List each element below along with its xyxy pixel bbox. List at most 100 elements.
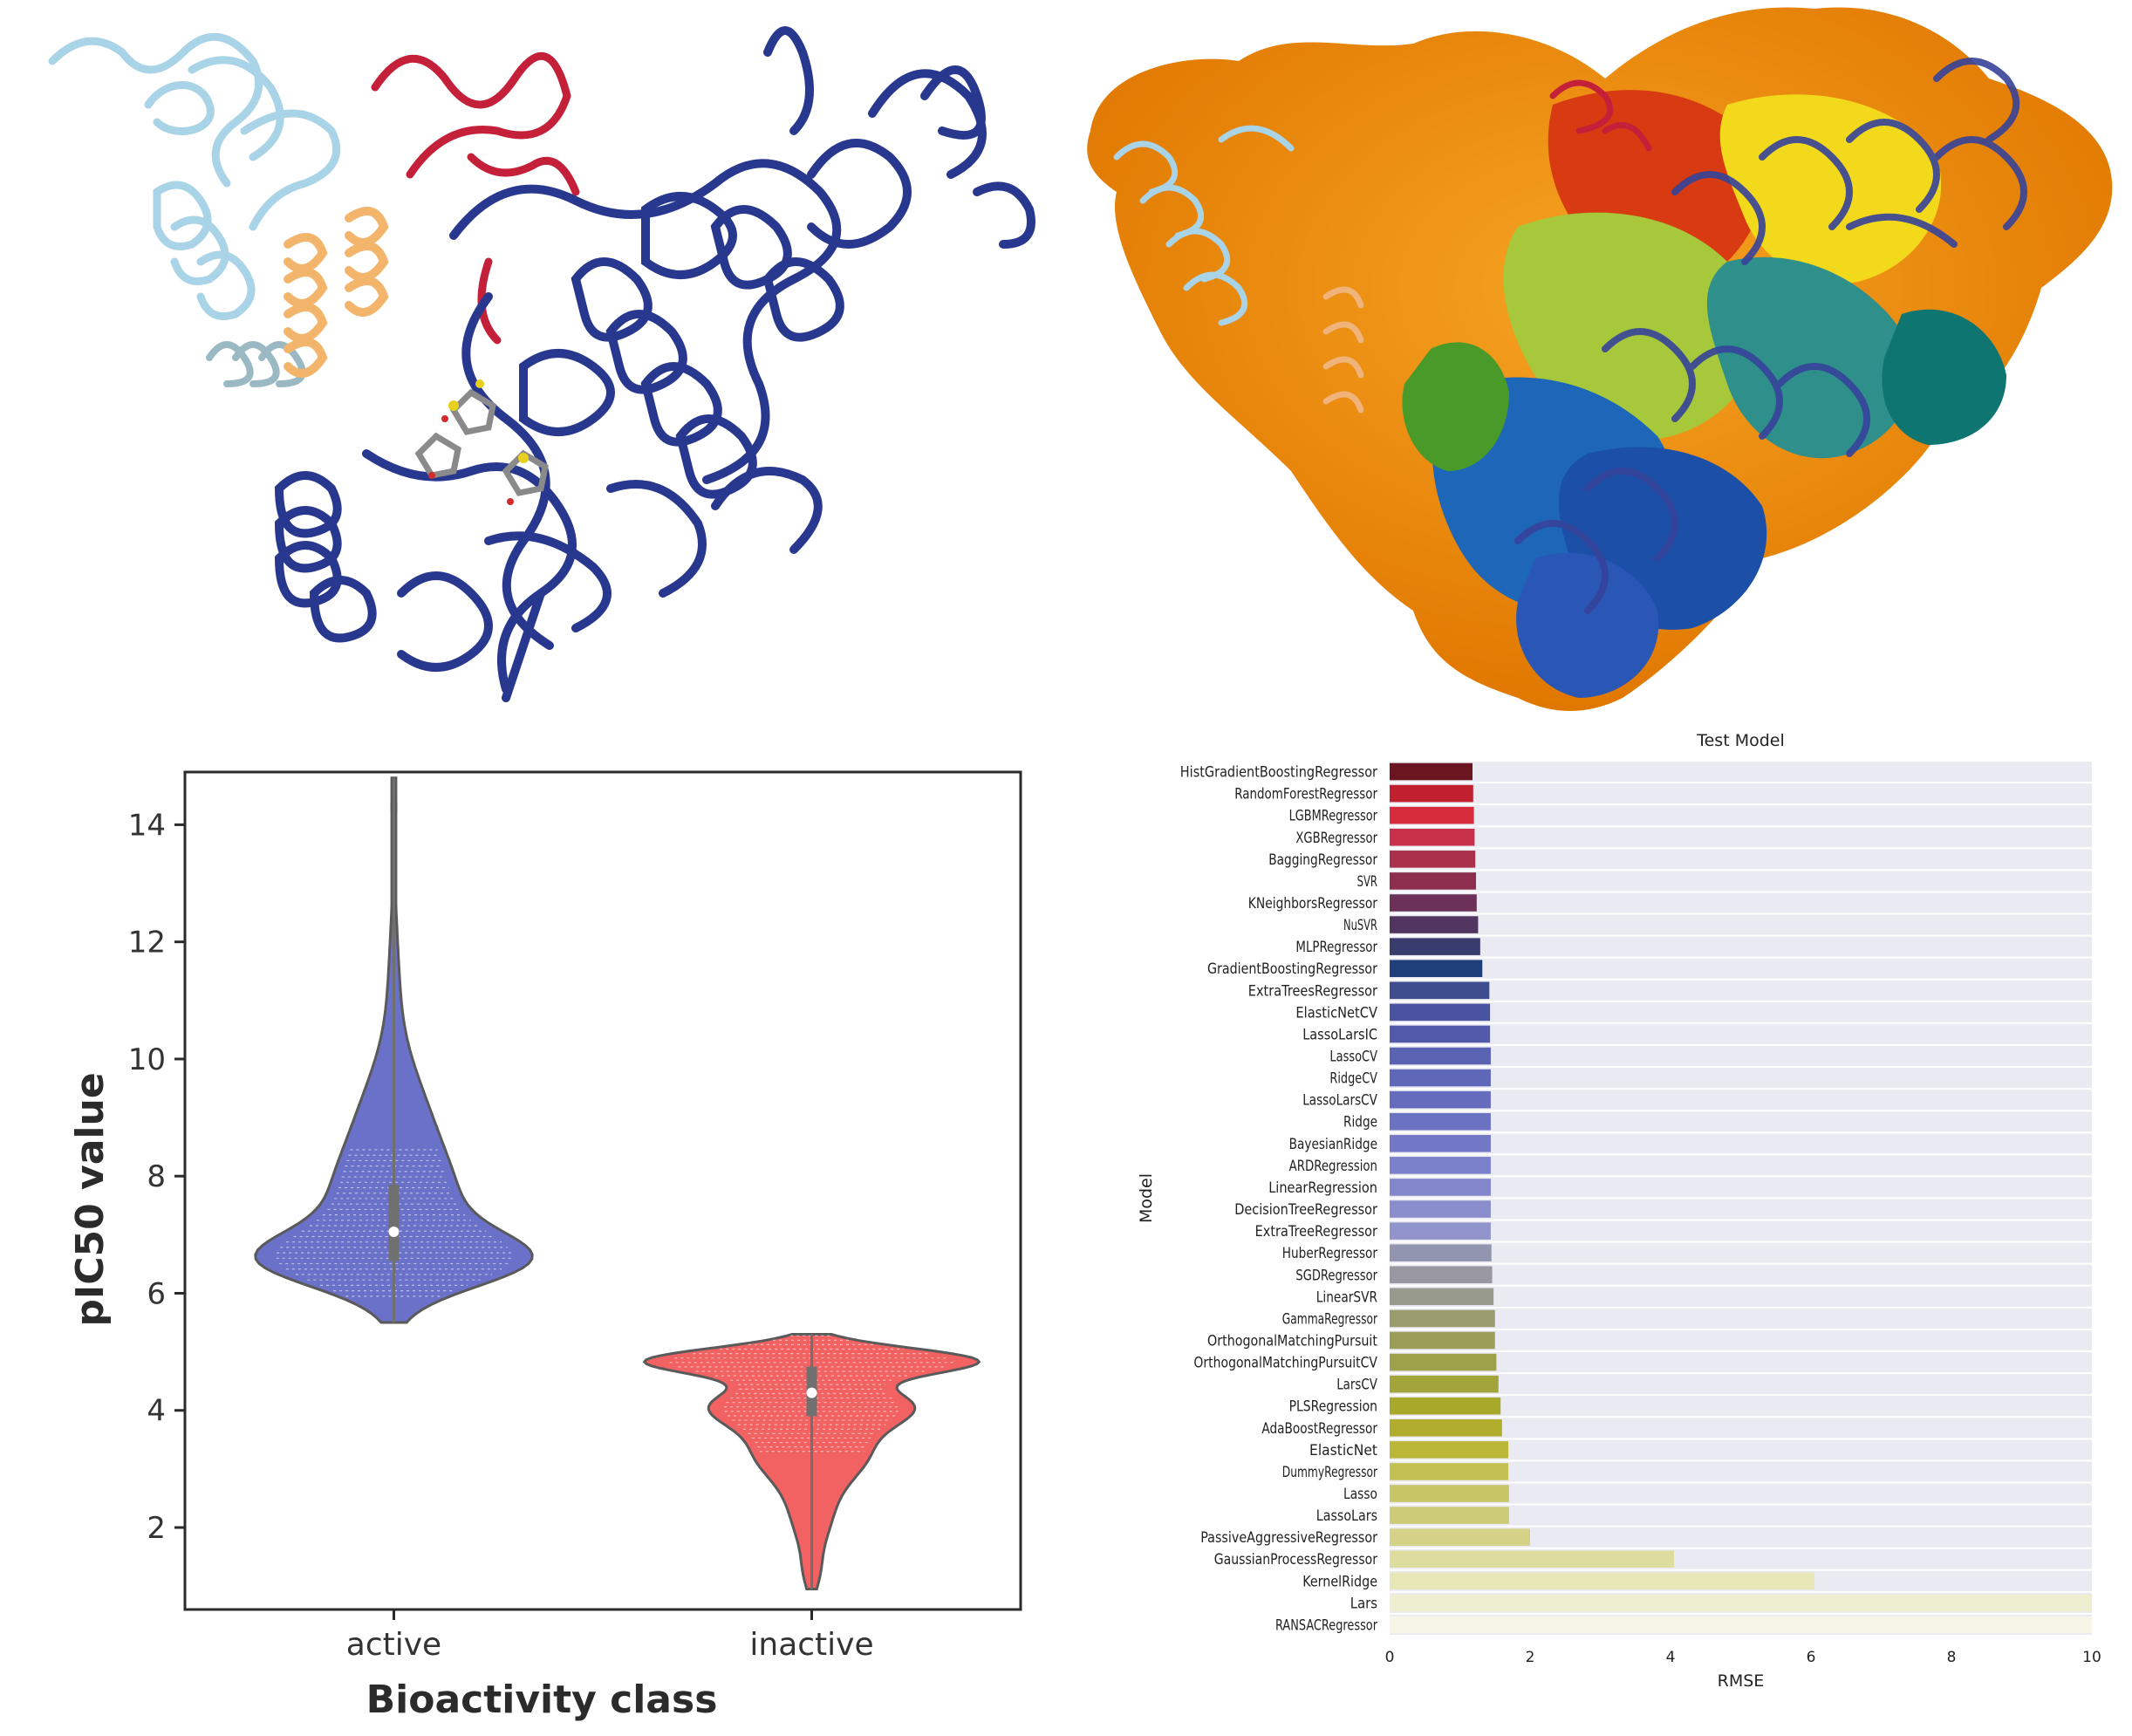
plot-frame xyxy=(183,770,1022,1611)
y-tick-label: KNeighborsRegressor xyxy=(1248,895,1377,912)
bar-ExtraTreeRegressor xyxy=(1390,1222,1491,1240)
bar-RandomForestRegressor xyxy=(1390,784,1473,803)
y-tick-label: KernelRidge xyxy=(1302,1573,1377,1590)
protein-surface-icon xyxy=(1087,7,2113,711)
bar-LGBMRegressor xyxy=(1390,806,1474,824)
y-tick-label: DecisionTreeRegressor xyxy=(1234,1201,1377,1219)
bar-LassoLarsCV xyxy=(1390,1090,1491,1109)
y-tick-label: LassoLars xyxy=(1316,1507,1377,1525)
bar-BaggingRegressor xyxy=(1390,851,1476,868)
x-tick-label: 6 xyxy=(1807,1649,1816,1666)
x-tick-label: 0 xyxy=(1385,1649,1395,1666)
y-tick-label: HistGradientBoostingRegressor xyxy=(1180,764,1377,782)
y-tick-label: AdaBoostRegressor xyxy=(1261,1420,1377,1438)
y-tick-label: OrthogonalMatchingPursuit xyxy=(1207,1332,1377,1350)
x-tick-label: 10 xyxy=(2082,1649,2101,1666)
bar-chart-svg: HistGradientBoostingRegressor RandomFores… xyxy=(1137,731,2101,1691)
y-tick-label: DummyRegressor xyxy=(1282,1464,1377,1481)
y-tick-label: 14 xyxy=(128,808,166,843)
y-tick-label: 6 xyxy=(147,1276,166,1311)
bar-RANSACRegressor xyxy=(1390,1616,2092,1634)
y-tick-label: LassoLarsIC xyxy=(1302,1026,1377,1043)
y-tick-label: ElasticNet xyxy=(1309,1442,1377,1459)
y-axis-label: pIC50 value xyxy=(68,1072,113,1326)
bar-LinearRegression xyxy=(1390,1179,1491,1196)
y-tick-label: RandomForestRegressor xyxy=(1234,786,1377,803)
y-tick-label: XGBRegressor xyxy=(1295,830,1377,847)
y-tick-label: GammaRegressor xyxy=(1282,1310,1377,1328)
bar-LarsCV xyxy=(1390,1375,1499,1393)
bar-PassiveAggressiveRegressor xyxy=(1390,1528,1530,1546)
protein-ribbon-icon xyxy=(48,26,1035,702)
bar-LassoLarsIC xyxy=(1390,1025,1491,1043)
y-tick-label: LinearSVR xyxy=(1316,1288,1377,1306)
y-tick-label: 8 xyxy=(147,1159,166,1194)
median-inactive xyxy=(806,1387,817,1398)
box-active xyxy=(388,1185,400,1261)
y-tick-label: BaggingRegressor xyxy=(1268,851,1377,869)
bar-LinearSVR xyxy=(1390,1288,1494,1306)
bar-DecisionTreeRegressor xyxy=(1390,1200,1491,1218)
y-tick-label: LarsCV xyxy=(1336,1377,1377,1394)
bar-GammaRegressor xyxy=(1390,1309,1495,1328)
bar-HistGradientBoostingRegressor xyxy=(1390,762,1473,781)
bar-Lasso xyxy=(1390,1485,1509,1502)
y-tick-label: SVR xyxy=(1357,873,1378,891)
bar-DummyRegressor xyxy=(1390,1463,1509,1480)
y-tick-label: ARDRegression xyxy=(1289,1158,1377,1175)
y-tick-label: 4 xyxy=(147,1394,166,1429)
bar-KNeighborsRegressor xyxy=(1390,894,1477,912)
y-tick-label: ExtraTreesRegressor xyxy=(1248,982,1377,1000)
y-tick-label: PLSRegression xyxy=(1289,1398,1377,1416)
bar-Ridge xyxy=(1390,1112,1491,1131)
protein-ribbon-image xyxy=(0,0,1047,707)
y-tick-label: OrthogonalMatchingPursuitCV xyxy=(1193,1355,1377,1372)
bar-AdaBoostRegressor xyxy=(1390,1419,1502,1437)
x-tick-label: active xyxy=(346,1627,441,1663)
x-tick-label: 4 xyxy=(1666,1649,1676,1666)
y-tick-label: 10 xyxy=(128,1042,166,1077)
protein-surface-image xyxy=(1064,0,2132,715)
bar-RidgeCV xyxy=(1390,1069,1491,1087)
y-tick-label: Lars xyxy=(1350,1595,1377,1612)
y-axis-label: Model xyxy=(1137,1173,1156,1223)
x-tick-label: 2 xyxy=(1526,1649,1535,1666)
y-tick-label: Ridge xyxy=(1343,1114,1377,1131)
y-tick-label: MLPRegressor xyxy=(1295,939,1377,956)
y-tick-label: LinearRegression xyxy=(1268,1179,1377,1197)
bar-chart: HistGradientBoostingRegressor RandomFores… xyxy=(1064,724,2132,1733)
y-tick-label: NuSVR xyxy=(1343,917,1377,934)
median-active xyxy=(388,1226,400,1237)
bar-GradientBoostingRegressor xyxy=(1390,960,1483,977)
bar-NuSVR xyxy=(1390,916,1479,933)
x-axis-label: Bioactivity class xyxy=(366,1678,718,1722)
y-tick-label: 12 xyxy=(128,926,166,960)
bar-PLSRegression xyxy=(1390,1397,1501,1415)
y-tick-label: RANSACRegressor xyxy=(1275,1616,1377,1634)
y-tick-label: 2 xyxy=(147,1511,166,1546)
x-tick-label: inactive xyxy=(749,1627,873,1663)
bar-SGDRegressor xyxy=(1390,1266,1493,1284)
y-tick-label: HuberRegressor xyxy=(1282,1245,1377,1262)
violin-chart-svg: 2 4 6 8 10 12 14 active inactive Bioactivity clas… xyxy=(68,770,1022,1722)
y-tick-label: GradientBoostingRegressor xyxy=(1207,960,1377,978)
y-tick-label: BayesianRidge xyxy=(1289,1136,1377,1153)
y-tick-label: RidgeCV xyxy=(1329,1070,1377,1088)
bar-ARDRegression xyxy=(1390,1157,1491,1174)
bar-ExtraTreesRegressor xyxy=(1390,981,1490,1000)
bar-MLPRegressor xyxy=(1390,938,1480,955)
y-tick-label: SGDRegressor xyxy=(1295,1267,1377,1284)
x-axis-label: RMSE xyxy=(1718,1671,1765,1691)
y-tick-label: ElasticNetCV xyxy=(1295,1004,1377,1022)
bar-LassoCV xyxy=(1390,1047,1491,1065)
bar-OrthogonalMatchingPursuitCV xyxy=(1390,1353,1497,1371)
bar-LassoLars xyxy=(1390,1507,1509,1524)
bar-SVR xyxy=(1390,872,1477,890)
y-tick-label: ExtraTreeRegressor xyxy=(1255,1223,1377,1240)
x-tick-label: 8 xyxy=(1947,1649,1957,1666)
y-tick-label: LassoCV xyxy=(1329,1049,1377,1066)
bar-HuberRegressor xyxy=(1390,1244,1492,1261)
y-tick-label: LGBMRegressor xyxy=(1289,808,1377,825)
chart-title: Test Model xyxy=(1696,731,1785,750)
bar-KernelRidge xyxy=(1390,1572,1815,1590)
